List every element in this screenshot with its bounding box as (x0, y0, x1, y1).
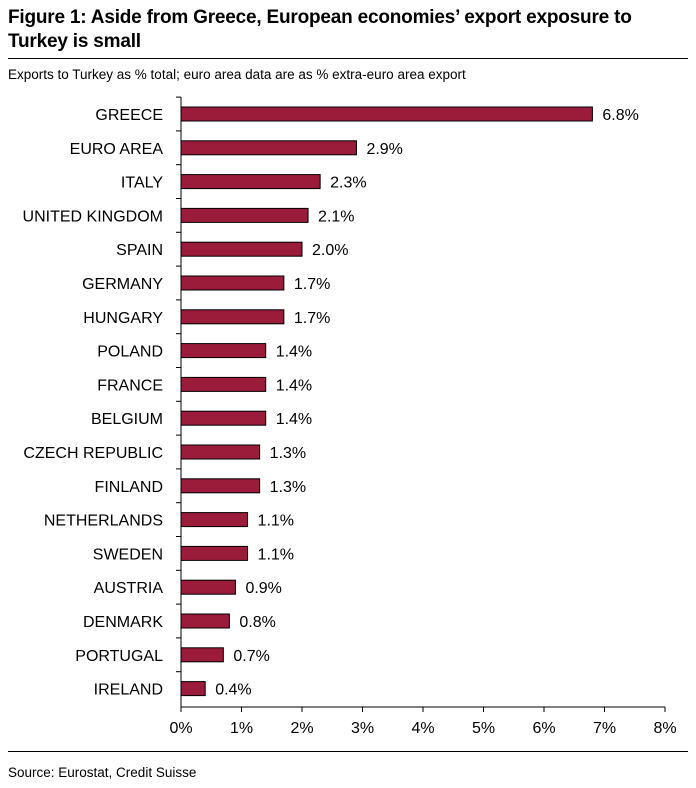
data-label: 6.8% (602, 107, 638, 124)
x-tick-label: 7% (593, 720, 616, 737)
category-label: CZECH REPUBLIC (23, 445, 163, 462)
chart-subtitle: Exports to Turkey as % total; euro area … (8, 67, 466, 82)
category-label: GERMANY (82, 276, 163, 293)
bar-portugal (180, 647, 224, 663)
category-label: POLAND (97, 344, 163, 361)
category-label: UNITED KINGDOM (23, 208, 163, 225)
data-label: 1.7% (294, 310, 330, 327)
source-divider (8, 751, 688, 752)
category-labels: GREECE EURO AREA ITALY UNITED KINGDOM SPAIN G… (23, 107, 164, 699)
x-tick-label: 8% (653, 720, 676, 737)
x-tick-label: 4% (411, 720, 434, 737)
data-label: 2.3% (330, 175, 366, 192)
bar-czech-republic (180, 444, 261, 460)
data-label: 0.7% (233, 648, 269, 665)
title-divider (8, 58, 688, 59)
bars (180, 106, 593, 697)
data-label: 0.8% (239, 614, 275, 631)
data-label: 2.0% (312, 242, 348, 259)
chart-source: Source: Eurostat, Credit Suisse (8, 765, 197, 780)
category-label: SPAIN (116, 242, 163, 259)
x-tick-label: 5% (472, 720, 495, 737)
x-tick-label: 2% (290, 720, 313, 737)
data-label: 1.3% (270, 479, 306, 496)
bar-spain (180, 241, 303, 257)
data-label: 0.4% (215, 682, 251, 699)
bar-france (180, 376, 267, 392)
data-label: 1.1% (258, 546, 294, 563)
bar-austria (180, 579, 236, 595)
category-label: FINLAND (95, 479, 163, 496)
category-label: EURO AREA (70, 141, 164, 158)
x-tick-label: 1% (230, 720, 253, 737)
category-label: SWEDEN (93, 546, 163, 563)
bar-hungary (180, 309, 285, 325)
bar-belgium (180, 410, 267, 426)
axes: 0% 1% 2% 3% 4% 5% 6% 7% 8% (169, 96, 677, 737)
bar-finland (180, 478, 261, 494)
chart-title: Figure 1: Aside from Greece, European ec… (8, 7, 632, 52)
bar-italy (180, 174, 321, 190)
bar-united-kingdom (180, 207, 309, 223)
data-label: 1.4% (276, 411, 312, 428)
x-tick-label: 6% (532, 720, 555, 737)
bar-euro-area (180, 140, 357, 156)
bar-denmark (180, 613, 230, 629)
bar-germany (180, 275, 285, 291)
category-label: DENMARK (83, 614, 163, 631)
category-label: ITALY (121, 175, 163, 192)
data-label: 1.4% (276, 344, 312, 361)
bar-poland (180, 343, 267, 359)
data-label: 1.1% (258, 513, 294, 530)
category-label: AUSTRIA (94, 580, 164, 597)
category-label: BELGIUM (91, 411, 163, 428)
category-label: NETHERLANDS (44, 513, 163, 530)
bar-greece (180, 106, 593, 122)
bar-sweden (180, 545, 249, 561)
category-label: PORTUGAL (75, 648, 163, 665)
category-label: IRELAND (94, 682, 163, 699)
data-labels: 6.8% 2.9%2.3% 2.1% 2.0% 1.7% 1.7% 1.4% 1.4% 1.4%… (215, 107, 639, 699)
bar-chart: 6.8% 2.9%2.3% 2.1% 2.0% 1.7% 1.7% 1.4% 1.4% 1.4%… (23, 96, 677, 737)
category-label: FRANCE (97, 377, 163, 394)
category-label: GREECE (95, 107, 163, 124)
data-label: 0.9% (245, 580, 281, 597)
category-label: HUNGARY (83, 310, 163, 327)
data-label: 2.9% (366, 141, 402, 158)
x-tick-label: 0% (169, 720, 192, 737)
bar-netherlands (180, 512, 249, 528)
x-tick-label: 3% (351, 720, 374, 737)
data-label: 1.4% (276, 377, 312, 394)
data-label: 1.7% (294, 276, 330, 293)
bar-ireland (180, 681, 206, 697)
data-label: 2.1% (318, 208, 354, 225)
data-label: 1.3% (270, 445, 306, 462)
